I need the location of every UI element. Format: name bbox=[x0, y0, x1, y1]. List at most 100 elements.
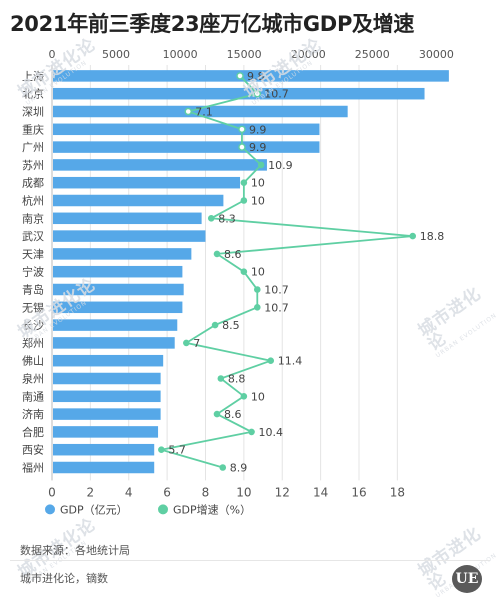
growth-data-label: 8.6 bbox=[224, 248, 242, 261]
category-label: 福州 bbox=[22, 461, 44, 475]
bottom-axis-tick-label: 12 bbox=[275, 485, 290, 499]
growth-data-label: 10.7 bbox=[264, 284, 289, 297]
category-label: 长沙 bbox=[22, 319, 44, 332]
growth-point bbox=[409, 232, 417, 240]
category-label: 济南 bbox=[22, 407, 44, 421]
growth-point bbox=[158, 446, 165, 454]
legend-label-gdp: GDP（亿元） bbox=[60, 503, 128, 516]
gdp-bar bbox=[53, 176, 241, 189]
growth-data-label: 10.7 bbox=[264, 88, 289, 101]
category-label: 武汉 bbox=[22, 230, 44, 243]
growth-point bbox=[240, 179, 248, 186]
bottom-axis-tick-label: 8 bbox=[202, 485, 210, 499]
growth-point bbox=[253, 286, 261, 293]
logo: UE bbox=[452, 565, 482, 593]
growth-data-label: 10.9 bbox=[268, 159, 293, 172]
divider bbox=[10, 560, 490, 561]
growth-data-label: 18.8 bbox=[420, 230, 445, 243]
growth-point bbox=[207, 214, 215, 222]
category-label: 佛山 bbox=[22, 355, 44, 368]
gdp-bar bbox=[53, 159, 267, 171]
category-label: 郑州 bbox=[22, 336, 44, 350]
top-axis-tick-label: 5000 bbox=[102, 48, 130, 61]
gdp-bar bbox=[53, 194, 224, 207]
category-label: 上海 bbox=[22, 69, 44, 83]
gdp-bar bbox=[53, 461, 155, 474]
bottom-axis-tick-label: 0 bbox=[48, 485, 56, 499]
growth-data-label: 10 bbox=[251, 390, 265, 403]
category-label: 南京 bbox=[22, 211, 44, 225]
category-label: 泉州 bbox=[22, 372, 44, 386]
growth-data-label: 9.8 bbox=[247, 70, 264, 83]
growth-data-label: 10.7 bbox=[264, 301, 289, 314]
growth-point bbox=[267, 357, 275, 365]
gdp-bar bbox=[53, 123, 320, 136]
category-label: 重庆 bbox=[22, 122, 44, 136]
gdp-bar bbox=[53, 105, 348, 118]
growth-data-label: 10.4 bbox=[259, 426, 284, 439]
bottom-axis-tick-label: 16 bbox=[351, 485, 366, 499]
growth-point bbox=[240, 392, 248, 400]
bottom-axis-tick-label: 6 bbox=[163, 485, 171, 499]
growth-point bbox=[253, 89, 261, 98]
category-label: 天津 bbox=[22, 248, 44, 261]
top-axis-tick-label: 0 bbox=[49, 48, 56, 61]
category-label: 无锡 bbox=[22, 300, 44, 314]
growth-point bbox=[213, 250, 221, 258]
growth-point bbox=[253, 303, 261, 311]
growth-point bbox=[248, 428, 255, 436]
growth-data-label: 9.9 bbox=[249, 123, 267, 136]
top-axis-tick-label: 20000 bbox=[291, 48, 326, 61]
growth-data-label: 8.8 bbox=[228, 373, 246, 386]
growth-point bbox=[236, 72, 244, 80]
gdp-bar bbox=[53, 283, 184, 296]
gdp-bar bbox=[53, 141, 320, 153]
gdp-bar bbox=[53, 408, 161, 420]
growth-point bbox=[240, 197, 248, 204]
category-label: 青岛 bbox=[22, 283, 44, 297]
bottom-axis-tick-label: 10 bbox=[236, 485, 251, 499]
gdp-bar bbox=[53, 265, 183, 278]
growth-point bbox=[211, 321, 219, 329]
growth-data-label: 8.5 bbox=[222, 319, 240, 332]
bottom-axis-tick-label: 14 bbox=[313, 485, 328, 499]
category-label: 深圳 bbox=[22, 106, 44, 119]
growth-point bbox=[238, 143, 246, 151]
growth-data-label: 10 bbox=[251, 177, 265, 190]
category-label: 杭州 bbox=[22, 194, 44, 208]
bottom-axis-tick-label: 2 bbox=[87, 485, 95, 499]
category-label: 宁波 bbox=[22, 265, 44, 279]
gdp-bar bbox=[53, 354, 164, 367]
growth-data-label: 8.9 bbox=[230, 462, 248, 475]
top-axis-tick-label: 30000 bbox=[419, 48, 454, 61]
growth-point bbox=[240, 268, 248, 276]
growth-data-label: 7 bbox=[193, 337, 200, 350]
gdp-bar bbox=[53, 70, 449, 82]
gdp-bar bbox=[53, 390, 161, 403]
gdp-bar bbox=[53, 301, 183, 314]
gdp-bar bbox=[53, 426, 159, 438]
growth-data-label: 10 bbox=[251, 266, 265, 279]
growth-point bbox=[217, 375, 225, 382]
category-label: 合肥 bbox=[22, 425, 44, 439]
gdp-bar bbox=[53, 87, 425, 100]
growth-point bbox=[184, 107, 192, 116]
growth-point bbox=[238, 125, 246, 134]
growth-data-label: 10 bbox=[251, 195, 265, 208]
growth-data-label: 8.3 bbox=[218, 212, 236, 225]
growth-data-label: 5.7 bbox=[168, 444, 186, 457]
growth-point bbox=[257, 161, 265, 169]
gdp-bar bbox=[53, 372, 161, 385]
gdp-bar bbox=[53, 248, 192, 260]
gdp-bar bbox=[53, 230, 206, 242]
data-source: 数据来源：各地统计局 bbox=[20, 544, 130, 557]
chart-title: 2021年前三季度23座万亿城市GDP及增速 bbox=[10, 12, 415, 36]
category-label: 南通 bbox=[22, 390, 44, 403]
legend-label-growth: GDP增速（%） bbox=[173, 502, 251, 516]
gdp-bar bbox=[53, 337, 175, 349]
growth-point bbox=[183, 339, 190, 347]
legend-marker-gdp bbox=[45, 504, 55, 515]
gdp-bar bbox=[53, 212, 202, 225]
legend-marker-growth bbox=[158, 504, 168, 515]
top-axis-tick-label: 10000 bbox=[163, 48, 198, 61]
